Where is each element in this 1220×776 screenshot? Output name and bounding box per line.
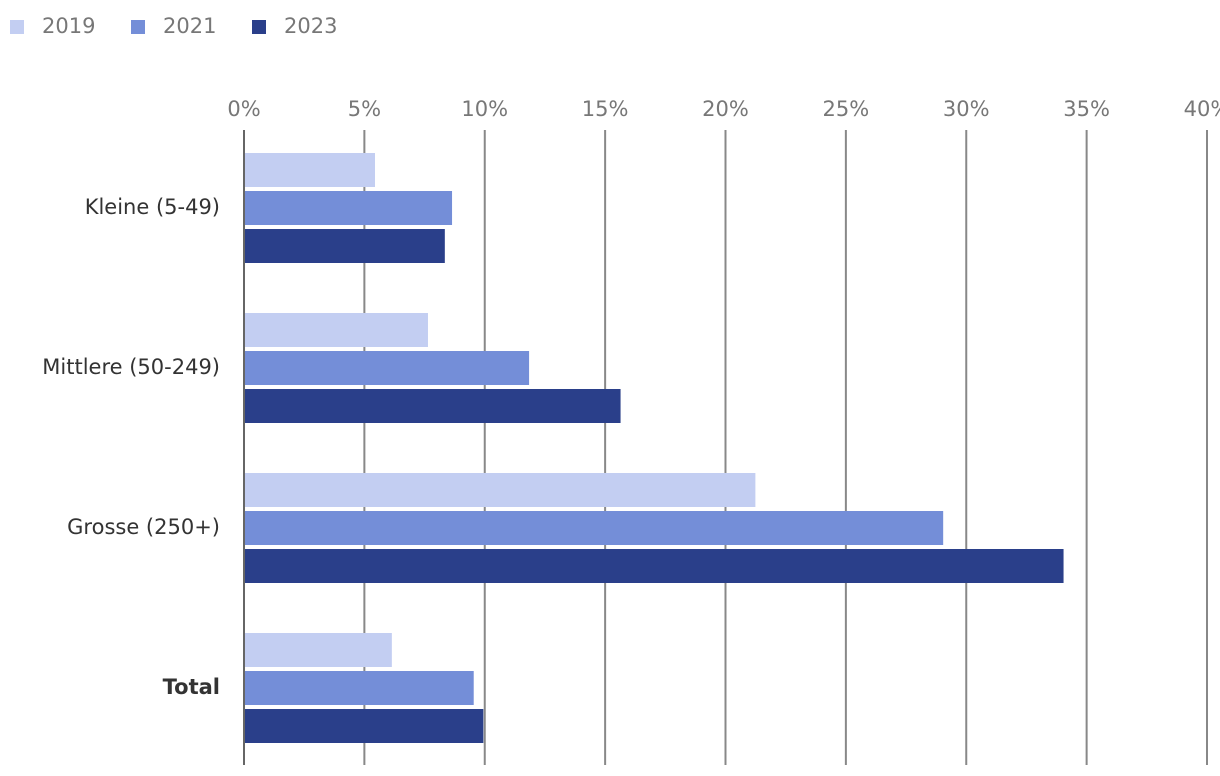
legend-label: 2021 <box>163 14 216 38</box>
x-tick-label: 10% <box>461 97 508 121</box>
bar <box>245 153 376 187</box>
bar <box>245 709 484 743</box>
x-tick-label: 15% <box>582 97 629 121</box>
bar <box>245 351 530 385</box>
bar <box>245 671 474 705</box>
x-tick-label: 30% <box>943 97 990 121</box>
bar <box>245 473 756 507</box>
y-tick-label: Mittlere (50-249) <box>42 355 220 379</box>
legend-swatch <box>252 20 266 34</box>
bar <box>245 511 944 545</box>
y-tick-label: Kleine (5-49) <box>85 195 220 219</box>
bar <box>245 549 1064 583</box>
bar <box>245 633 392 667</box>
y-tick-label: Grosse (250+) <box>67 515 220 539</box>
x-tick-label: 20% <box>702 97 749 121</box>
x-tick-label: 40% <box>1184 97 1220 121</box>
x-tick-label: 35% <box>1063 97 1110 121</box>
x-tick-label: 5% <box>348 97 381 121</box>
bar <box>245 313 428 347</box>
legend-swatch <box>10 20 24 34</box>
bar <box>245 191 453 225</box>
x-tick-label: 0% <box>227 97 260 121</box>
bar <box>245 229 445 263</box>
legend-swatch <box>131 20 145 34</box>
x-tick-label: 25% <box>823 97 870 121</box>
bar <box>245 389 621 423</box>
legend-label: 2019 <box>42 14 95 38</box>
y-tick-label: Total <box>163 675 220 699</box>
legend-label: 2023 <box>284 14 337 38</box>
